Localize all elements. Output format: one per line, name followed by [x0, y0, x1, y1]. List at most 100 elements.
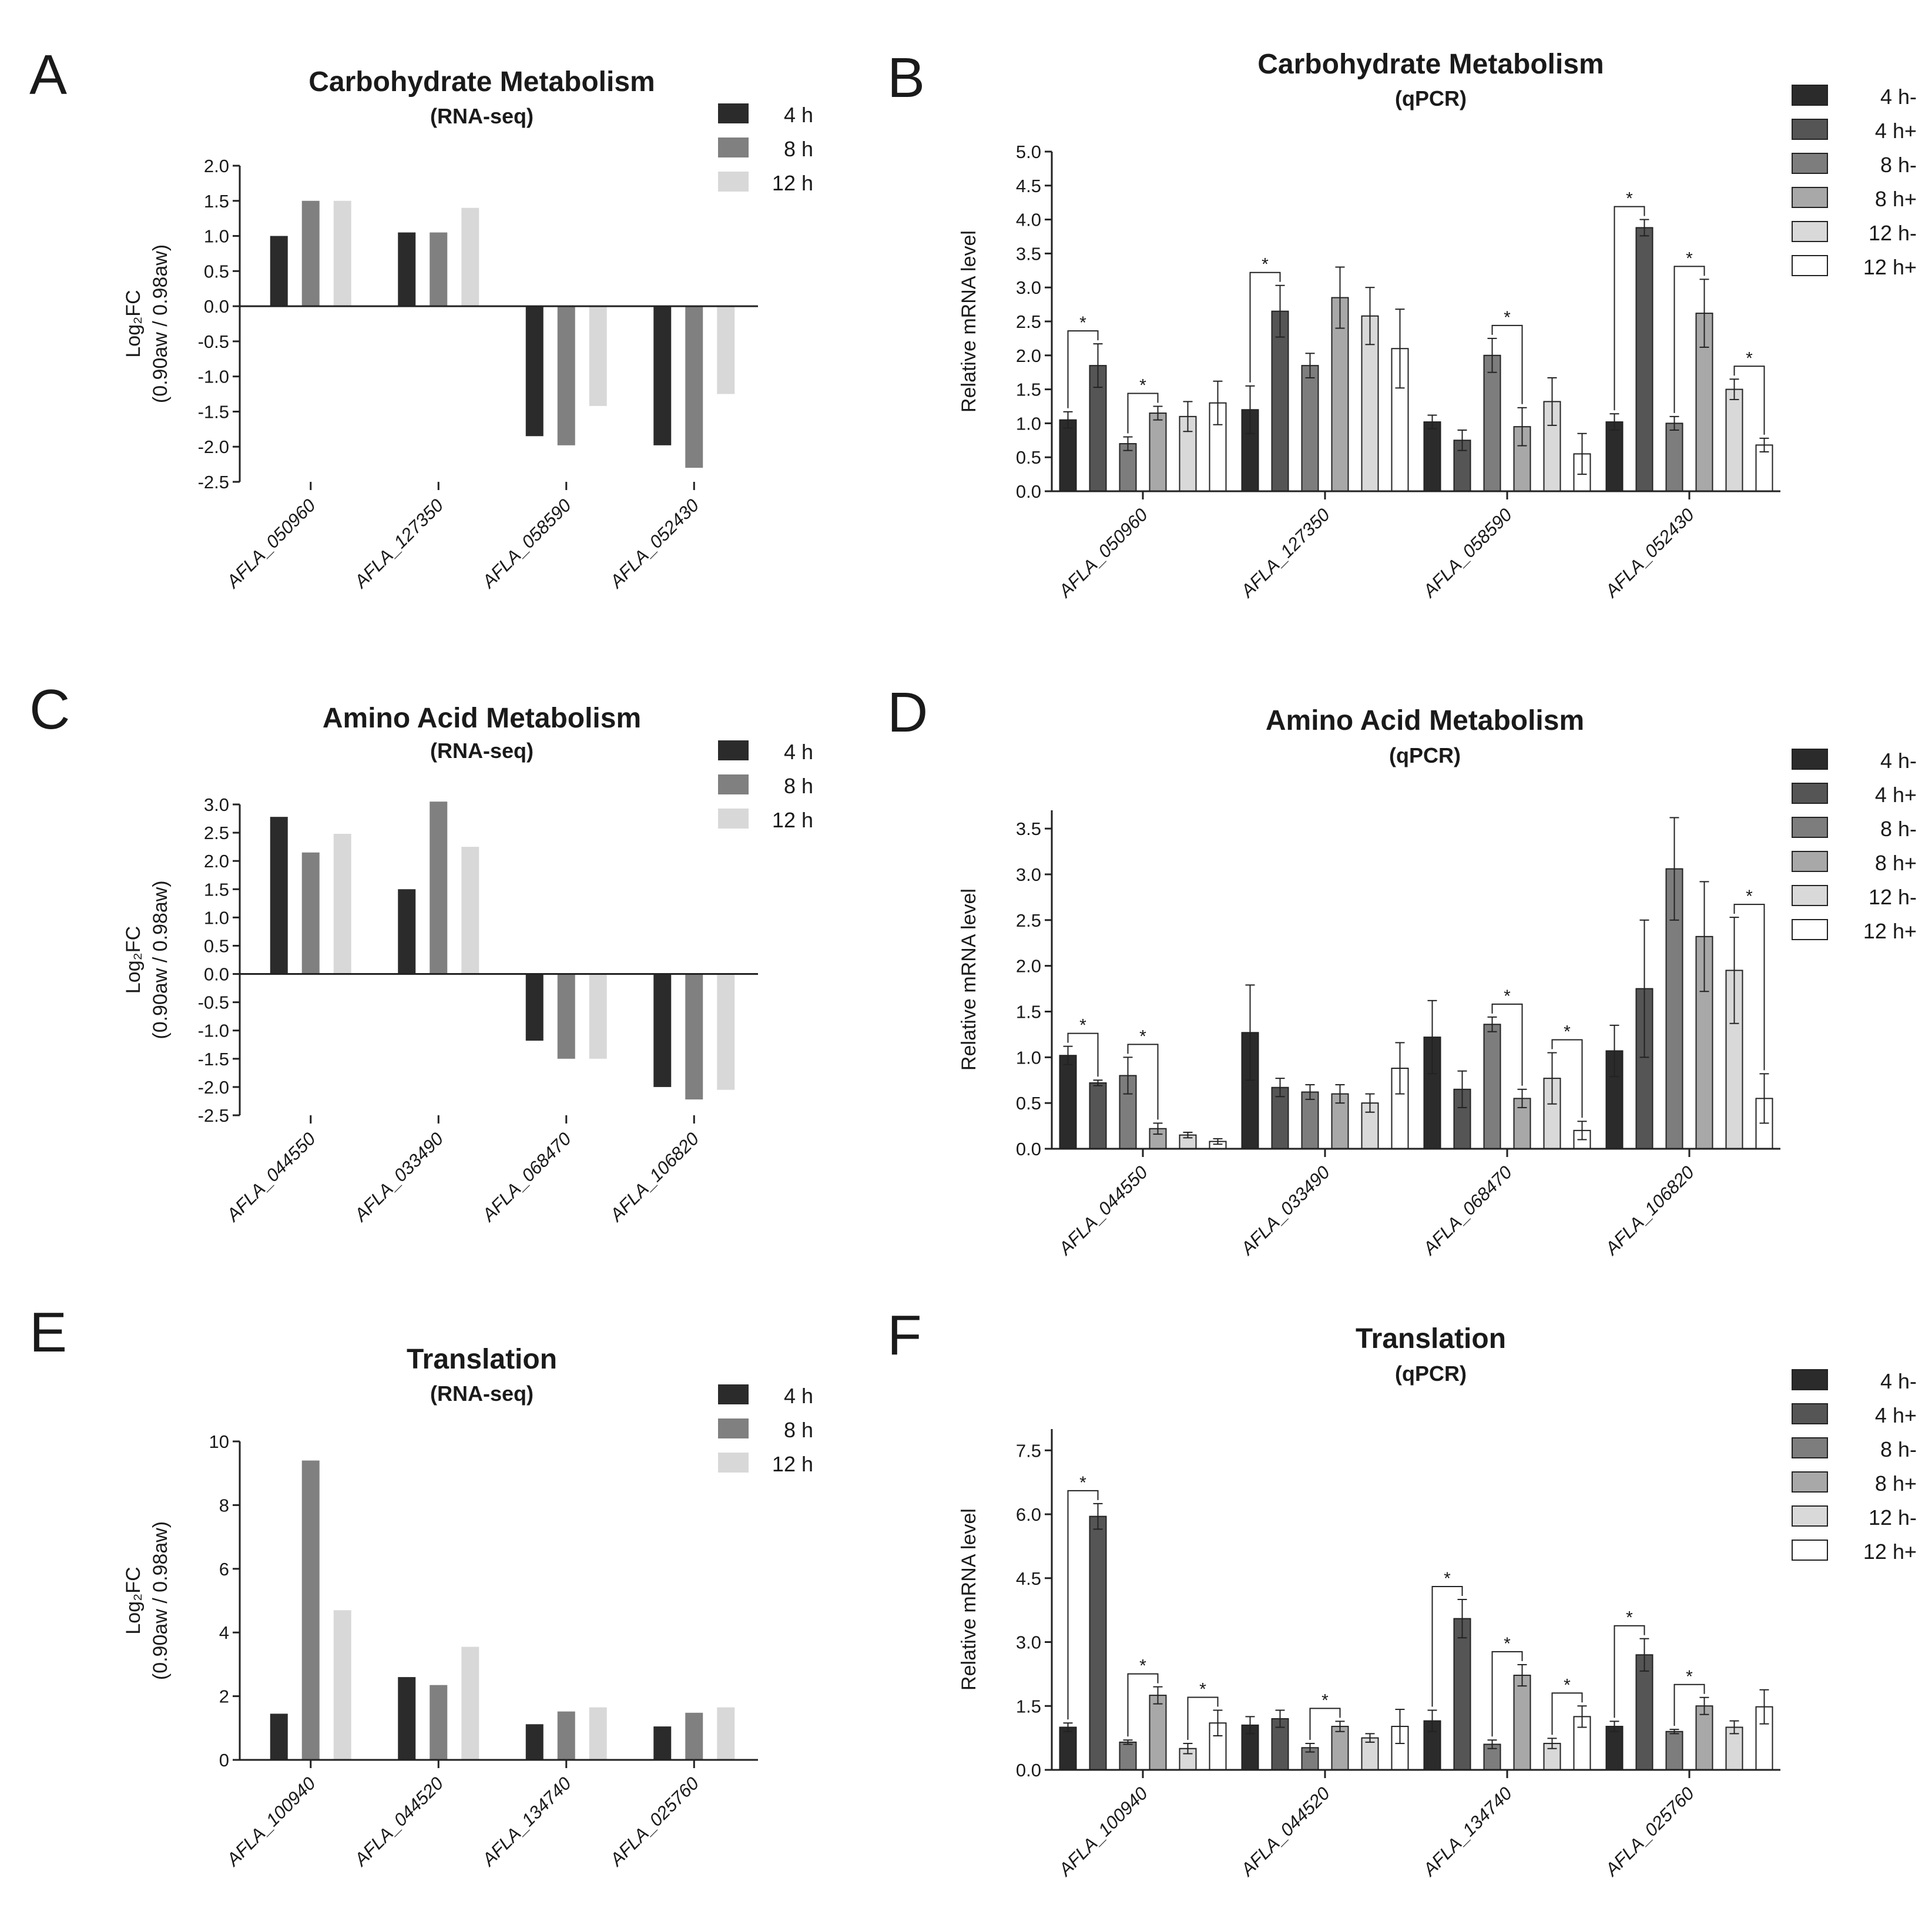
- y-tick-label: -1.5: [198, 1049, 229, 1069]
- y-tick-label: 2.5: [1016, 910, 1041, 931]
- legend-swatch: [1792, 1471, 1828, 1493]
- y-tick-label: 1.0: [204, 907, 229, 928]
- y-tick-label: 2.0: [204, 851, 229, 871]
- y-tick-label: 4.5: [1016, 176, 1041, 196]
- y-tick-label: 0.5: [204, 935, 229, 956]
- bar-afla-025760-s3: [1695, 1705, 1713, 1770]
- chart-subtitle: (qPCR): [1389, 743, 1461, 767]
- bar-afla-025760-s1: [685, 1712, 703, 1760]
- legend-swatch: [1792, 783, 1828, 804]
- y-tick-label: 5.0: [1016, 142, 1041, 162]
- bar-afla-044550-s0: [1059, 1055, 1077, 1149]
- significance-star: *: [1626, 1608, 1633, 1628]
- y-tick-label: 0.0: [204, 964, 229, 985]
- bar-afla-033490-s1: [430, 801, 448, 974]
- y-tick-label: 2.5: [204, 823, 229, 843]
- legend-swatch: [718, 740, 749, 760]
- y-tick-label: 1.5: [204, 879, 229, 900]
- legend-swatch: [718, 809, 749, 829]
- bar-afla-025760-s1: [1635, 1654, 1653, 1770]
- significance-star: *: [1504, 987, 1511, 1006]
- bar-afla-134740-s1: [557, 1711, 575, 1760]
- y-tick-label: 1.0: [1016, 1047, 1041, 1068]
- bar-afla-025760-s4: [1725, 1726, 1743, 1770]
- legend-swatch: [1792, 85, 1828, 106]
- significance-bracket: [1127, 1673, 1159, 1737]
- y-axis-label: Log₂FC (0.90aw / 0.98aw): [122, 880, 172, 1039]
- y-tick-label: 3.0: [1016, 277, 1041, 298]
- significance-bracket: [1491, 1003, 1523, 1086]
- y-tick-label: 3.0: [1016, 864, 1041, 885]
- y-tick-label: 0.0: [1016, 481, 1041, 502]
- y-tick-label: -2.0: [198, 437, 229, 457]
- legend-label: 4 h: [784, 1384, 813, 1408]
- y-axis-label-line1: Relative mRNA level: [958, 230, 980, 412]
- bar-afla-134740-s2: [589, 1707, 607, 1760]
- panel-letter: F: [887, 1304, 922, 1367]
- y-tick-label: 1.0: [1016, 413, 1041, 434]
- legend-label: 8 h: [784, 1418, 813, 1442]
- y-tick-label: 8: [219, 1495, 229, 1515]
- y-tick-label: 1.5: [204, 191, 229, 212]
- bar-afla-127350-s0: [398, 232, 416, 307]
- bar-afla-100940-s3: [1149, 1695, 1167, 1770]
- bar-afla-068470-s1: [557, 974, 575, 1059]
- significance-star: *: [1139, 376, 1146, 395]
- bar-afla-052430-s1: [1635, 227, 1653, 492]
- y-tick-label: -2.0: [198, 1077, 229, 1098]
- bar-afla-100940-s2: [333, 1610, 351, 1760]
- significance-star: *: [1262, 255, 1269, 274]
- legend-swatch: [1792, 1437, 1828, 1458]
- chart-title: Carbohydrate Metabolism: [1257, 49, 1604, 80]
- y-axis-label-line1: Relative mRNA level: [958, 888, 980, 1071]
- bar-afla-058590-s2: [589, 306, 607, 406]
- y-axis-label: Relative mRNA level: [958, 1508, 980, 1691]
- legend-label: 12 h-: [1869, 885, 1917, 909]
- bar-afla-106820-s0: [653, 974, 672, 1087]
- y-tick-label: 1.0: [204, 226, 229, 247]
- significance-star: *: [1686, 249, 1693, 268]
- significance-bracket: [1309, 1708, 1341, 1740]
- bar-afla-134740-s1: [1453, 1618, 1471, 1770]
- y-axis-label-line1: Relative mRNA level: [958, 1508, 980, 1691]
- y-axis-label-line1: Log₂FC: [122, 926, 145, 994]
- significance-bracket: [1673, 1683, 1705, 1726]
- legend-swatch: [1792, 1505, 1828, 1527]
- legend-label: 12 h-: [1869, 1505, 1917, 1530]
- bar-afla-106820-s1: [685, 974, 703, 1100]
- bar-afla-044550-s2: [333, 834, 351, 974]
- y-axis-label-line2: (0.90aw / 0.98aw): [149, 880, 172, 1039]
- y-tick-label: 3.0: [204, 794, 229, 815]
- bar-afla-058590-s2: [1483, 354, 1501, 492]
- bar-afla-044520-s3: [1331, 1726, 1349, 1771]
- bar-afla-058590-s1: [557, 306, 575, 445]
- legend-swatch: [1792, 153, 1828, 174]
- y-tick-label: 6.0: [1016, 1504, 1041, 1525]
- legend-swatch: [1792, 749, 1828, 770]
- significance-bracket: [1187, 1696, 1219, 1740]
- y-tick-label: -2.5: [198, 472, 229, 492]
- y-tick-label: 3.0: [1016, 1632, 1041, 1653]
- y-tick-label: 6: [219, 1559, 229, 1579]
- significance-star: *: [1504, 308, 1511, 327]
- chart-subtitle: (RNA-seq): [430, 104, 534, 128]
- y-tick-label: -0.5: [198, 331, 229, 352]
- legend-label: 12 h: [772, 808, 813, 832]
- chart-subtitle: (RNA-seq): [430, 1381, 534, 1406]
- bar-afla-100940-s2: [1119, 1741, 1137, 1770]
- y-tick-label: 2.0: [1016, 346, 1041, 366]
- legend-label: 8 h-: [1880, 817, 1917, 841]
- chart-subtitle: (qPCR): [1395, 86, 1467, 110]
- significance-bracket: [1491, 324, 1523, 404]
- y-axis-label: Relative mRNA level: [958, 888, 980, 1071]
- legend-label: 12 h+: [1863, 255, 1917, 279]
- y-axis-label: Relative mRNA level: [958, 230, 980, 412]
- legend-label: 12 h+: [1863, 919, 1917, 943]
- bar-afla-050960-s0: [1059, 419, 1077, 492]
- significance-star: *: [1564, 1675, 1571, 1695]
- legend-label: 12 h: [772, 1452, 813, 1476]
- y-tick-label: 3.5: [1016, 243, 1041, 264]
- bar-afla-052430-s2: [717, 306, 735, 394]
- y-tick-label: 2: [219, 1686, 229, 1707]
